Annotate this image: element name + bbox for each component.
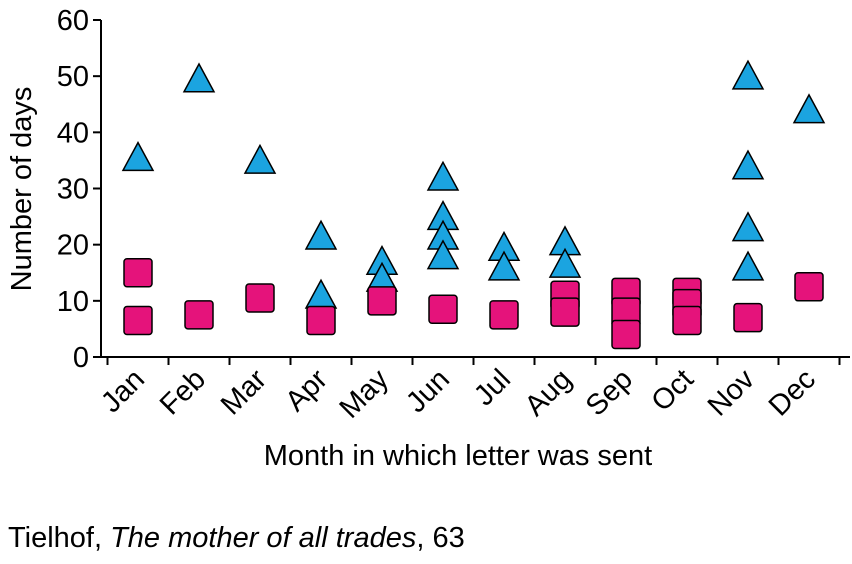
x-tick-label: Dec bbox=[763, 363, 822, 422]
triangle-point bbox=[487, 250, 521, 281]
triangle-point bbox=[243, 143, 277, 174]
triangle-point bbox=[792, 93, 826, 124]
square-point bbox=[611, 319, 641, 350]
square-point bbox=[123, 305, 153, 336]
y-tick-label: 50 bbox=[57, 61, 89, 93]
x-tick-label: Sep bbox=[580, 363, 639, 422]
square-point bbox=[306, 305, 336, 336]
x-tick-label: Feb bbox=[154, 363, 212, 421]
triangle-point bbox=[731, 59, 765, 90]
x-axis-label: Month in which letter was sent bbox=[264, 440, 652, 472]
y-tick-label: 10 bbox=[57, 286, 89, 318]
square-point bbox=[367, 286, 397, 316]
caption-page: , 63 bbox=[416, 522, 465, 554]
x-tick-label: May bbox=[334, 363, 396, 425]
square-point bbox=[672, 305, 702, 336]
y-tick-label: 0 bbox=[73, 342, 89, 374]
square-point bbox=[245, 283, 275, 313]
y-tick-label: 40 bbox=[57, 117, 89, 149]
y-tick-label: 60 bbox=[57, 5, 89, 37]
axes: 0 10 20 30 40 50 60 Jan Feb Mar Apr May Jun Jul Aug Sep… bbox=[57, 5, 850, 425]
y-axis-label: Number of days bbox=[6, 87, 38, 292]
triangle-point bbox=[426, 239, 460, 270]
x-tick-label: Jun bbox=[400, 363, 456, 419]
x-tick-label: Mar bbox=[215, 363, 273, 421]
triangle-point bbox=[182, 62, 216, 93]
caption-title: The mother of all trades bbox=[110, 522, 417, 554]
triangle-point bbox=[548, 247, 582, 278]
triangle-point bbox=[731, 250, 765, 281]
triangle-point bbox=[121, 141, 155, 172]
square-point bbox=[489, 300, 519, 330]
x-tick-label: Apr bbox=[279, 363, 334, 418]
triangle-point bbox=[731, 149, 765, 180]
x-tick-label: Nov bbox=[702, 363, 761, 422]
square-point bbox=[733, 302, 763, 333]
x-tick-label: Oct bbox=[645, 363, 700, 418]
triangle-point bbox=[304, 278, 338, 309]
source-caption: Tielhof, The mother of all trades, 63 bbox=[8, 522, 465, 555]
square-point bbox=[184, 300, 214, 330]
triangle-point bbox=[304, 219, 338, 250]
triangle-point bbox=[731, 211, 765, 242]
y-tick-label: 30 bbox=[57, 174, 89, 206]
square-point bbox=[123, 258, 153, 288]
x-tick-label: Jul bbox=[468, 363, 517, 412]
triangle-point bbox=[426, 160, 460, 191]
square-point bbox=[550, 297, 580, 327]
square-point bbox=[794, 272, 824, 302]
x-tick-label: Aug bbox=[519, 363, 578, 422]
caption-author: Tielhof, bbox=[8, 522, 111, 554]
x-tick-label: Jan bbox=[95, 363, 151, 419]
data-points bbox=[121, 59, 826, 350]
y-tick-label: 20 bbox=[57, 230, 89, 262]
square-point bbox=[428, 294, 458, 325]
